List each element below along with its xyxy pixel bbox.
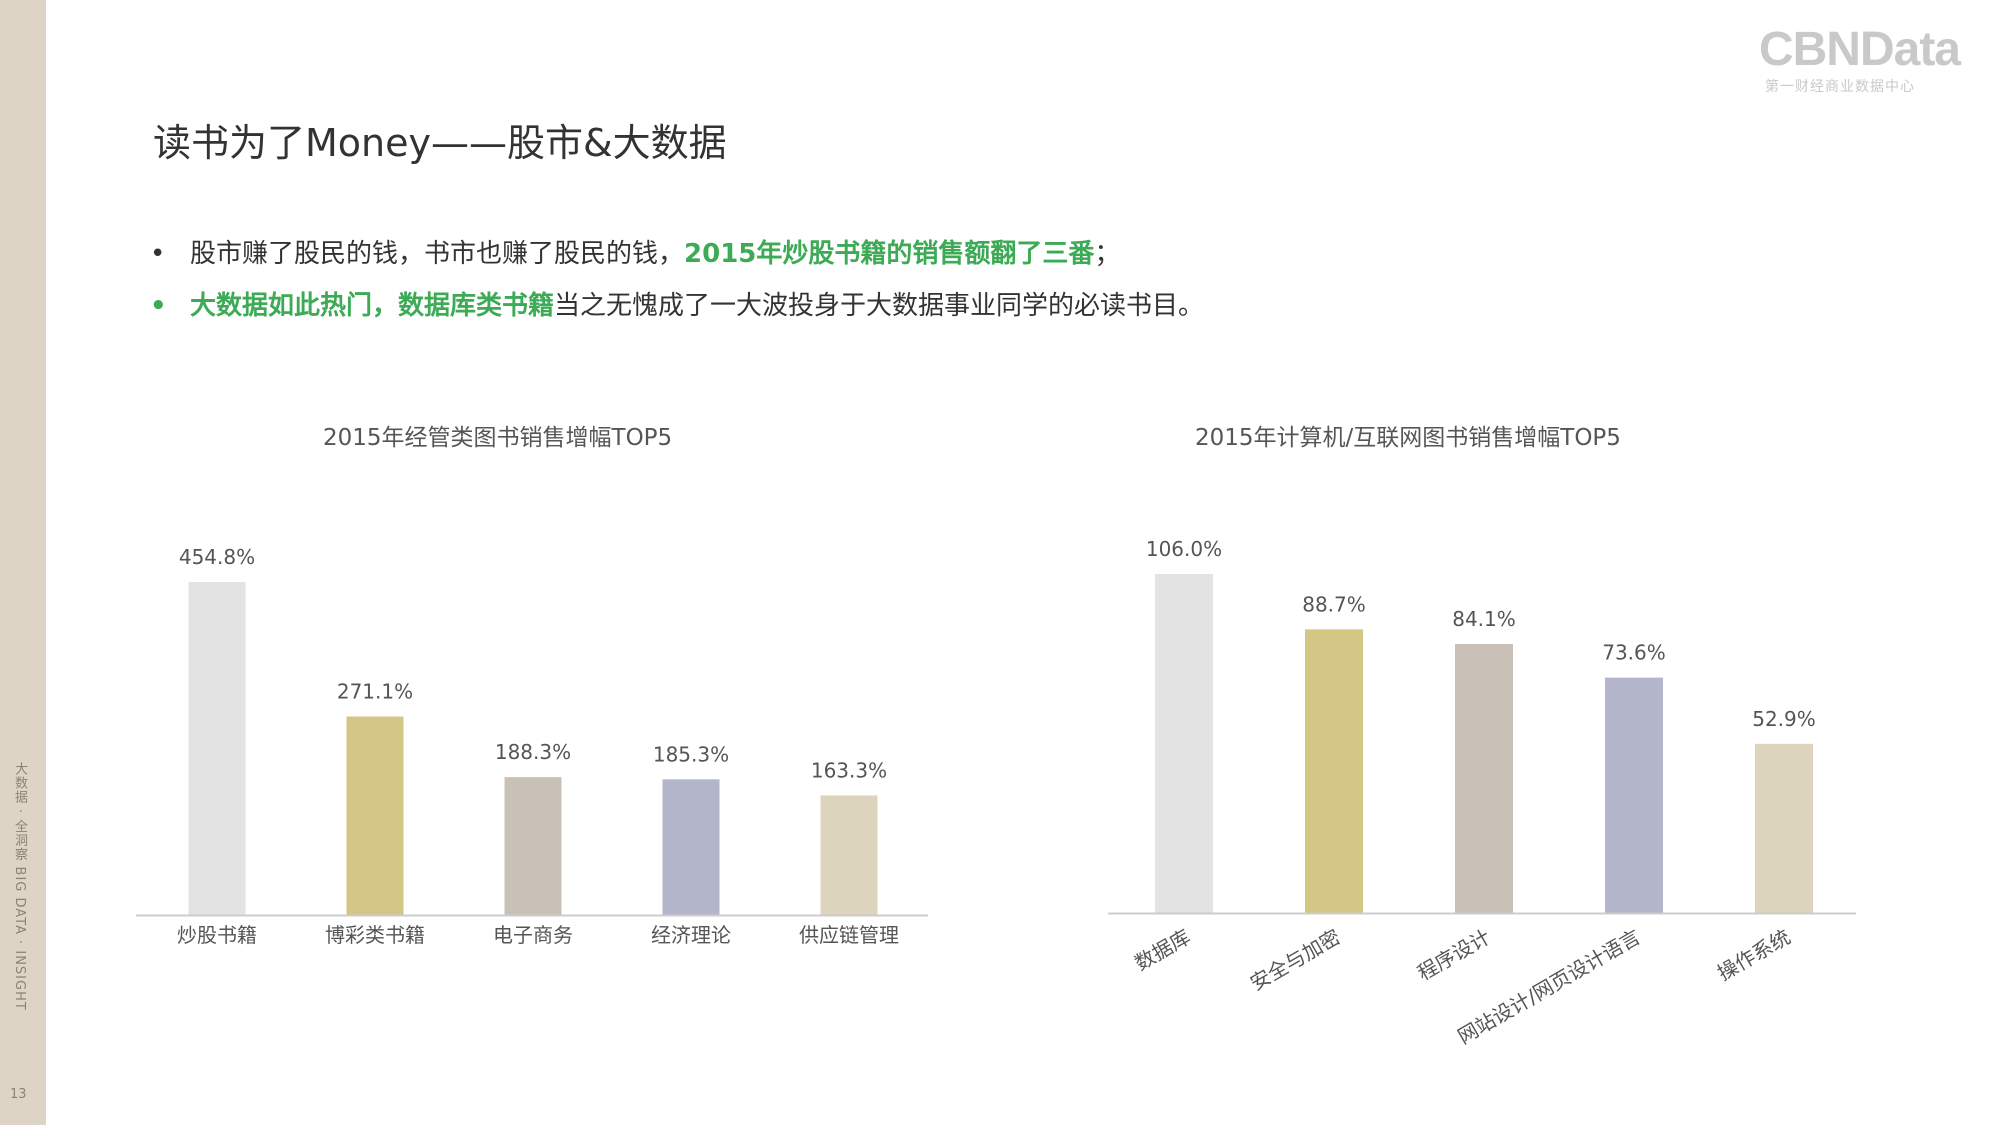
bar-value-label: 88.7% <box>1302 592 1366 616</box>
logo-sub-text: 第一财经商业数据中心 <box>1764 79 1915 95</box>
bar-value-label: 454.8% <box>179 545 255 569</box>
category-label: 经济理论 <box>651 923 731 947</box>
bullet-text: ； <box>1094 239 1121 269</box>
bullet-item-2: • 大数据如此热门，数据库类书籍当之无愧成了一大波投身于大数据事业同学的必读书目… <box>150 280 1204 332</box>
bar-computer-3 <box>1455 644 1513 913</box>
bullet-list: • 股市赚了股民的钱，书市也赚了股民的钱，2015年炒股书籍的销售额翻了三番； … <box>150 228 1204 332</box>
category-label: 数据库 <box>1131 925 1195 976</box>
category-label: 供应链管理 <box>799 923 899 947</box>
bullet-highlight: 大数据如此热门，数据库类书籍 <box>190 291 555 321</box>
brand-logo: CBNData 第一财经商业数据中心 <box>1758 23 1961 96</box>
bar-business-3 <box>504 777 562 915</box>
page-title: 读书为了Money——股市&大数据 <box>153 121 727 165</box>
bar-value-label: 163.3% <box>811 758 887 782</box>
category-label: 电子商务 <box>493 923 573 947</box>
bar-business-2 <box>346 716 404 915</box>
bar-value-label: 188.3% <box>495 740 571 764</box>
bullet-text: 股市赚了股民的钱，书市也赚了股民的钱， <box>190 239 685 269</box>
category-label: 安全与加密 <box>1246 925 1345 996</box>
bar-computer-1 <box>1155 574 1213 913</box>
bar-business-4 <box>662 779 720 915</box>
sidebar-vertical-text: 大数据 · 全洞察 BIG DATA · INSIGHT <box>12 762 27 1011</box>
page-number: 13 <box>10 1087 27 1102</box>
bullet-item-1: • 股市赚了股民的钱，书市也赚了股民的钱，2015年炒股书籍的销售额翻了三番； <box>150 228 1204 280</box>
sidebar: 大数据 · 全洞察 BIG DATA · INSIGHT 13 <box>0 0 46 1125</box>
chart-title-computer: 2015年计算机/互联网图书销售增幅TOP5 <box>1195 425 1621 451</box>
category-label: 博彩类书籍 <box>325 923 425 947</box>
bullet-highlight: 2015年炒股书籍的销售额翻了三番 <box>684 239 1095 269</box>
category-label: 炒股书籍 <box>177 923 257 947</box>
bar-value-label: 52.9% <box>1752 707 1816 731</box>
bar-value-label: 73.6% <box>1602 641 1666 665</box>
bar-business-5 <box>820 795 878 915</box>
chart-title-business: 2015年经管类图书销售增幅TOP5 <box>323 425 673 451</box>
bar-value-label: 185.3% <box>653 742 729 766</box>
category-label: 操作系统 <box>1713 925 1794 986</box>
bar-value-label: 106.0% <box>1146 537 1222 561</box>
category-label: 程序设计 <box>1413 925 1494 986</box>
bullet-text: 当之无愧成了一大波投身于大数据事业同学的必读书目。 <box>554 291 1205 321</box>
logo-main-text: CBNData <box>1758 23 1961 76</box>
bar-computer-5 <box>1755 743 1813 913</box>
bullet-dot: • <box>150 239 166 269</box>
bar-computer-2 <box>1305 629 1363 913</box>
bullet-dot: • <box>150 291 167 321</box>
bar-value-label: 271.1% <box>337 680 413 704</box>
bar-computer-4 <box>1605 677 1663 913</box>
bar-business-1 <box>188 582 246 915</box>
bar-value-label: 84.1% <box>1452 607 1516 631</box>
